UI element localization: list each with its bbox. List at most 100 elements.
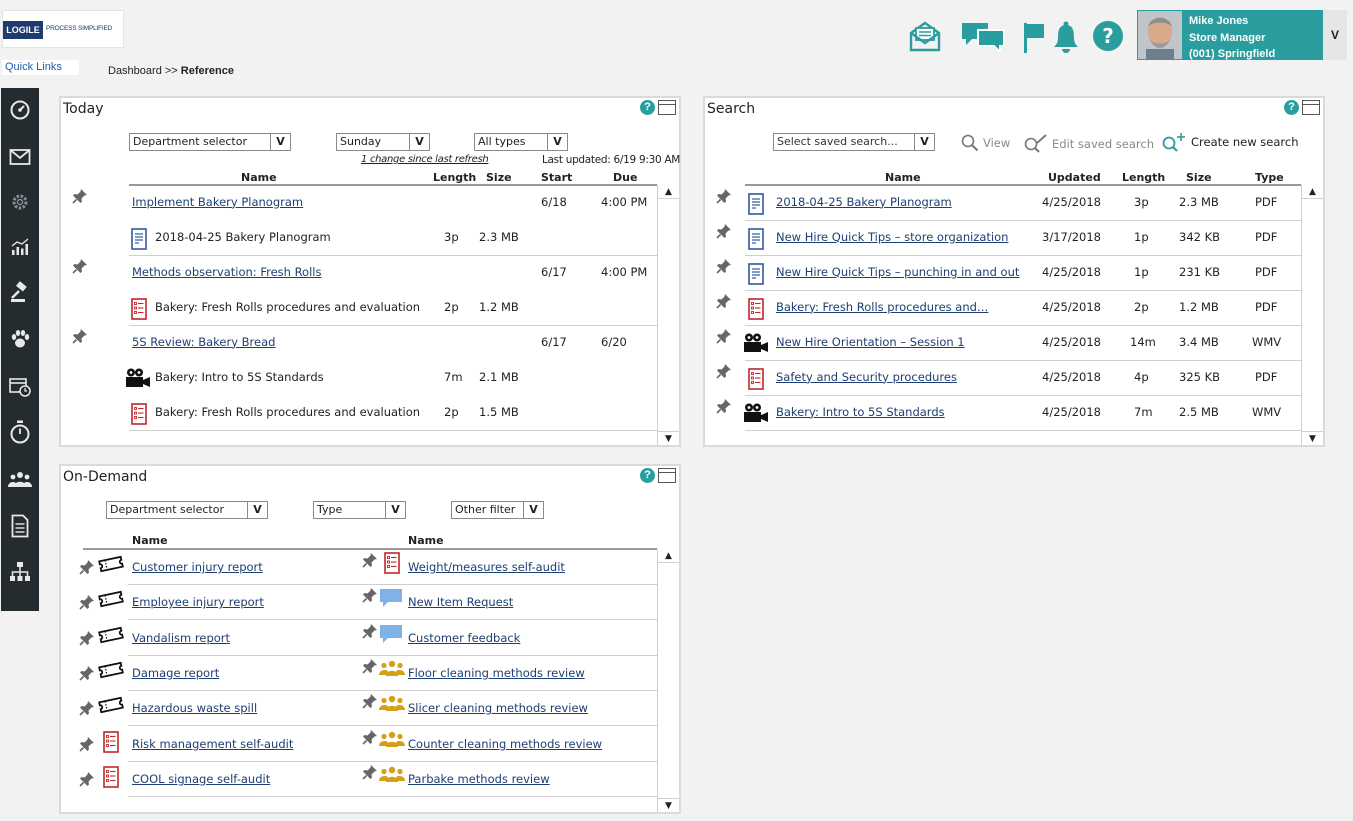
today-change-note[interactable]: 1 change since last refresh [361, 154, 489, 165]
ondemand-other-select[interactable]: Other filter V [451, 501, 544, 519]
search-col-type[interactable]: Type [1255, 171, 1284, 184]
ondemand-item-link[interactable]: Floor cleaning methods review [408, 666, 585, 680]
today-department-select[interactable]: Department selector V [129, 133, 291, 151]
search-result-link[interactable]: Bakery: Fresh Rolls procedures and… [776, 299, 989, 314]
pin-icon[interactable] [79, 700, 95, 719]
stopwatch-icon[interactable] [6, 418, 34, 446]
pin-icon[interactable] [79, 630, 95, 649]
ondemand-department-select[interactable]: Department selector V [106, 501, 268, 519]
today-col-start[interactable]: Start [541, 171, 573, 184]
search-result-link[interactable]: New Hire Quick Tips – store organization [776, 229, 1009, 244]
today-col-due[interactable]: Due [613, 171, 638, 184]
pin-icon[interactable] [79, 736, 95, 755]
team-icon[interactable] [6, 465, 34, 493]
ondemand-window-icon[interactable] [658, 468, 676, 483]
create-new-search-button[interactable]: Create new search [1161, 132, 1299, 152]
edit-saved-search-button[interactable]: Edit saved search [1024, 134, 1154, 154]
ondemand-item-link[interactable]: Slicer cleaning methods review [408, 701, 588, 715]
task-name-link[interactable]: Implement Bakery Planogram [132, 194, 304, 209]
gavel-icon[interactable] [6, 278, 34, 306]
ondemand-col-name-left[interactable]: Name [132, 534, 168, 547]
pin-icon[interactable] [716, 328, 732, 347]
saved-search-select[interactable]: Select saved search... V [773, 133, 935, 151]
ondemand-item-link[interactable]: Customer feedback [408, 631, 521, 645]
today-col-name[interactable]: Name [241, 171, 277, 184]
ondemand-item-link[interactable]: Damage report [132, 666, 220, 680]
pin-icon[interactable] [716, 363, 732, 382]
pin-icon[interactable] [716, 293, 732, 312]
breadcrumb-parent[interactable]: Dashboard [108, 65, 162, 77]
view-button[interactable]: View [961, 134, 1010, 152]
pin-icon[interactable] [362, 658, 378, 677]
pin-icon[interactable] [79, 594, 95, 613]
pin-icon[interactable] [362, 552, 378, 571]
search-col-name[interactable]: Name [885, 171, 921, 184]
search-col-size[interactable]: Size [1186, 171, 1212, 184]
chat-icon[interactable] [960, 20, 1006, 52]
today-scroll-up[interactable]: ▲ [658, 185, 679, 199]
pin-icon[interactable] [716, 223, 732, 242]
pin-icon[interactable] [72, 258, 88, 277]
messages-icon[interactable] [6, 143, 34, 171]
mail-icon[interactable] [908, 20, 942, 52]
user-menu[interactable]: Mike Jones Store Manager (001) Springfie… [1137, 10, 1347, 60]
org-chart-icon[interactable] [6, 558, 34, 586]
settings-icon[interactable] [6, 188, 34, 216]
bell-icon[interactable] [1052, 20, 1080, 54]
pin-icon[interactable] [716, 188, 732, 207]
pin-icon[interactable] [716, 398, 732, 417]
ondemand-item-link[interactable]: Hazardous waste spill [132, 701, 258, 715]
search-result-link[interactable]: Safety and Security procedures [776, 369, 957, 384]
dashboard-icon[interactable] [6, 96, 34, 124]
ondemand-item-link[interactable]: COOL signage self-audit [132, 772, 271, 786]
pin-icon[interactable] [79, 559, 95, 578]
today-col-size[interactable]: Size [486, 171, 512, 184]
pin-icon[interactable] [362, 729, 378, 748]
document-icon[interactable] [6, 512, 34, 540]
ondemand-col-name-right[interactable]: Name [408, 534, 444, 547]
pets-icon[interactable] [6, 325, 34, 353]
ondemand-item-link[interactable]: New Item Request [408, 595, 514, 609]
today-window-icon[interactable] [658, 100, 676, 115]
pin-icon[interactable] [362, 623, 378, 642]
ondemand-scroll-down[interactable]: ▼ [658, 798, 679, 812]
today-scroll-down[interactable]: ▼ [658, 431, 679, 445]
item-name[interactable]: Bakery: Fresh Rolls procedures and evalu… [155, 404, 421, 419]
search-result-link[interactable]: New Hire Orientation – Session 1 [776, 334, 965, 349]
item-name[interactable]: 2018-04-25 Bakery Planogram [155, 229, 331, 244]
today-col-length[interactable]: Length [433, 171, 477, 184]
item-name[interactable]: Bakery: Intro to 5S Standards [155, 369, 324, 384]
ondemand-item-link[interactable]: Customer injury report [132, 560, 263, 574]
ondemand-item-link[interactable]: Vandalism report [132, 631, 231, 645]
ondemand-item-link[interactable]: Weight/measures self-audit [408, 560, 565, 574]
today-day-select[interactable]: Sunday V [336, 133, 430, 151]
logile-logo[interactable]: LOGILE PROCESS SIMPLIFIED [2, 10, 124, 48]
pin-icon[interactable] [716, 258, 732, 277]
search-scrollbar[interactable]: ▲ ▼ [1301, 185, 1323, 445]
ondemand-item-link[interactable]: Counter cleaning methods review [408, 737, 603, 751]
search-window-icon[interactable] [1302, 100, 1320, 115]
ondemand-scrollbar[interactable]: ▲ ▼ [657, 549, 679, 812]
search-scroll-up[interactable]: ▲ [1302, 185, 1323, 199]
ondemand-item-link[interactable]: Parbake methods review [408, 772, 550, 786]
today-help-icon[interactable]: ? [640, 100, 655, 115]
task-name-link[interactable]: 5S Review: Bakery Bread [132, 334, 276, 349]
search-result-link[interactable]: New Hire Quick Tips – punching in and ou… [776, 264, 1020, 279]
item-name[interactable]: Bakery: Fresh Rolls procedures and evalu… [155, 299, 421, 314]
pin-icon[interactable] [79, 665, 95, 684]
ondemand-help-icon[interactable]: ? [640, 468, 655, 483]
pin-icon[interactable] [362, 764, 378, 783]
pin-icon[interactable] [362, 693, 378, 712]
quick-links-button[interactable]: Quick Links [2, 60, 79, 75]
search-scroll-down[interactable]: ▼ [1302, 431, 1323, 445]
help-icon[interactable]: ? [1092, 20, 1124, 52]
ondemand-type-select[interactable]: Type V [313, 501, 406, 519]
pin-icon[interactable] [362, 587, 378, 606]
analytics-icon[interactable] [6, 233, 34, 261]
pin-icon[interactable] [79, 771, 95, 790]
ondemand-item-link[interactable]: Employee injury report [132, 595, 264, 609]
today-types-select[interactable]: All types V [474, 133, 568, 151]
pin-icon[interactable] [72, 188, 88, 207]
today-scrollbar[interactable]: ▲ ▼ [657, 185, 679, 445]
user-menu-caret[interactable]: V [1323, 10, 1347, 60]
